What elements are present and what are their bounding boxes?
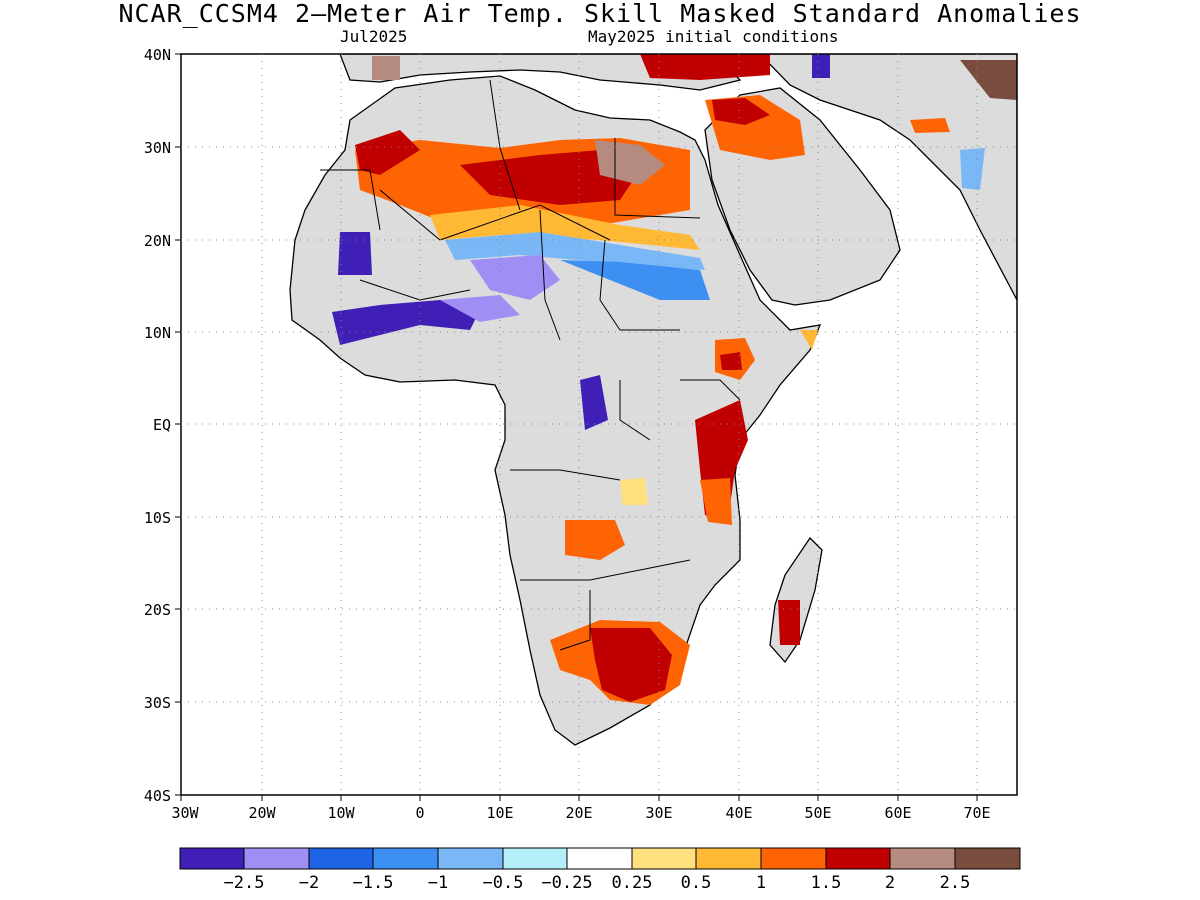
colorbar-bin-3	[308, 847, 374, 870]
lat-label-eq: EQ	[153, 416, 171, 434]
colorbar-label: −1	[428, 873, 448, 893]
colorbar-bin-11	[825, 847, 891, 870]
lat-label-30s: 30S	[144, 694, 171, 712]
colorbar	[179, 847, 1021, 870]
colorbar-label: 1.5	[811, 873, 842, 893]
colorbar-bin-7	[566, 847, 633, 870]
colorbar-bin-9	[695, 847, 762, 870]
colorbar-bin-12	[889, 847, 956, 870]
lon-label-20w: 20W	[248, 804, 276, 822]
map-title: NCAR_CCSM4 2—Meter Air Temp. Skill Maske…	[118, 0, 1082, 28]
lon-label-20e: 20E	[565, 804, 592, 822]
colorbar-bin-13	[954, 847, 1021, 870]
initial-conditions: May2025 initial conditions	[588, 27, 839, 46]
country-borders	[320, 79, 741, 651]
lon-label-40e: 40E	[725, 804, 752, 822]
lon-label-10e: 10E	[486, 804, 513, 822]
colorbar-label: 1	[756, 873, 766, 893]
lon-label-30e: 30E	[645, 804, 672, 822]
colorbar-label: −0.5	[483, 873, 524, 893]
lat-label-20s: 20S	[144, 601, 171, 619]
map-area	[289, 54, 1017, 746]
colorbar-bin-6	[502, 847, 568, 870]
lon-label-10w: 10W	[327, 804, 355, 822]
colorbar-label: 2	[885, 873, 895, 893]
lat-label-40n: 40N	[144, 46, 171, 64]
colorbar-label: 0.25	[612, 873, 653, 893]
lat-label-30n: 30N	[144, 139, 171, 157]
lon-label-70e: 70E	[963, 804, 990, 822]
lon-label-60e: 60E	[884, 804, 911, 822]
colorbar-label: 2.5	[940, 873, 971, 893]
colorbar-bin-4	[372, 847, 439, 870]
lat-label-10s: 10S	[144, 509, 171, 527]
forecast-month: Jul2025	[340, 27, 408, 46]
lat-label-10n: 10N	[144, 324, 171, 342]
colorbar-label: −2.5	[224, 873, 265, 893]
colorbar-bin-10	[760, 847, 827, 870]
colorbar-label: −1.5	[353, 873, 394, 893]
colorbar-bin-8	[631, 847, 697, 870]
colorbar-bin-2	[243, 847, 310, 870]
asia-land	[759, 54, 1017, 301]
colorbar-bin-5	[437, 847, 504, 870]
lon-label-30w: 30W	[171, 804, 199, 822]
lat-label-20n: 20N	[144, 232, 171, 250]
lon-label-0: 0	[415, 804, 424, 822]
colorbar-label: −2	[299, 873, 319, 893]
colorbar-label: −0.25	[541, 873, 592, 893]
lat-label-40s: 40S	[144, 787, 171, 805]
colorbar-bin-1	[179, 847, 245, 870]
lon-label-50e: 50E	[804, 804, 831, 822]
colorbar-label: 0.5	[681, 873, 712, 893]
